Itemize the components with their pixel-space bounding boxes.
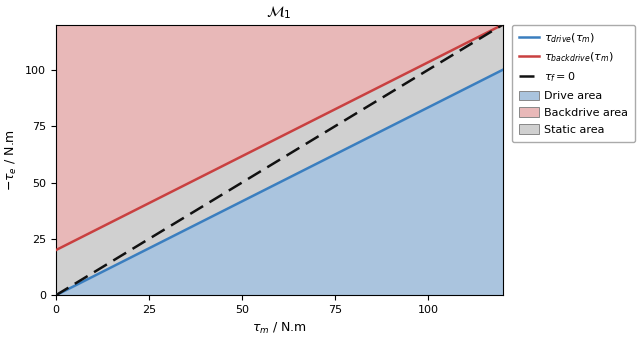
Y-axis label: $-\tau_e$ / N.m: $-\tau_e$ / N.m	[4, 129, 19, 191]
Title: $\mathcal{M}_1$: $\mathcal{M}_1$	[266, 4, 292, 21]
X-axis label: $\tau_m$ / N.m: $\tau_m$ / N.m	[252, 321, 307, 336]
Legend: $\tau_{drive}(\tau_m)$, $\tau_{backdrive}(\tau_m)$, $\tau_f = 0$, Drive area, Ba: $\tau_{drive}(\tau_m)$, $\tau_{backdrive…	[512, 24, 635, 142]
